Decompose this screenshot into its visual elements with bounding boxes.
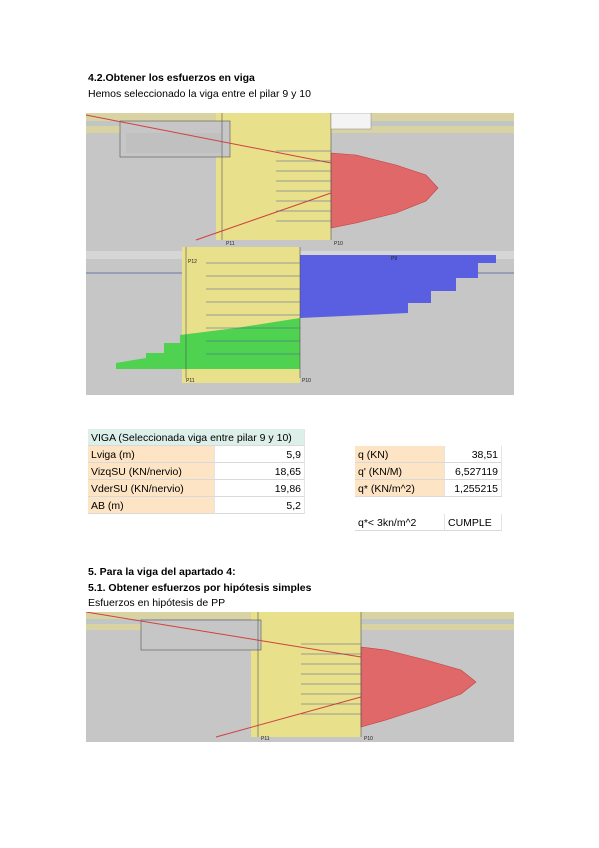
table-cell: q' (KN/M) bbox=[355, 463, 445, 480]
table-cell: AB (m) bbox=[88, 497, 215, 514]
table-cell: q (KN) bbox=[355, 446, 445, 463]
table-cell: 19,86 bbox=[215, 480, 305, 497]
cad-screenshot: P11 P10 bbox=[86, 612, 514, 742]
pillar-label: P12 bbox=[188, 259, 197, 265]
pillar-label: P9 bbox=[391, 256, 397, 262]
pillar-label: P10 bbox=[334, 241, 343, 247]
section-title: 5. Para la viga del apartado 4: bbox=[88, 566, 236, 578]
pillar-label: P10 bbox=[302, 378, 311, 384]
table-cell: Lviga (m) bbox=[88, 446, 215, 463]
table-cell: VizqSU (KN/nervio) bbox=[88, 463, 215, 480]
table-cell: 6,527119 bbox=[445, 463, 502, 480]
table-cell: 5,9 bbox=[215, 446, 305, 463]
table-cell: CUMPLE bbox=[445, 514, 502, 531]
table-cell: 5,2 bbox=[215, 497, 305, 514]
pillar-label: P11 bbox=[186, 378, 195, 384]
cad-screenshot: P11 P10 P12 P9 P11 P10 bbox=[86, 113, 514, 395]
section-subtitle: 5.1. Obtener esfuerzos por hipótesis sim… bbox=[88, 582, 312, 594]
table-cell: 18,65 bbox=[215, 463, 305, 480]
table-cell: q* (KN/m^2) bbox=[355, 480, 445, 497]
section-title: 4.2.Obtener los esfuerzos en viga bbox=[88, 72, 255, 84]
table-cell: 1,255215 bbox=[445, 480, 502, 497]
table-cell: VderSU (KN/nervio) bbox=[88, 480, 215, 497]
paragraph: Hemos seleccionado la viga entre el pila… bbox=[88, 88, 311, 100]
paragraph: Esfuerzos en hipótesis de PP bbox=[88, 597, 226, 609]
pillar-label: P10 bbox=[364, 736, 373, 742]
table-cell: 38,51 bbox=[445, 446, 502, 463]
pillar-label: P11 bbox=[226, 241, 235, 247]
pillar-label: P11 bbox=[261, 736, 270, 742]
table-cell: VIGA (Seleccionada viga entre pilar 9 y … bbox=[88, 429, 305, 446]
table-cell: q*< 3kn/m^2 bbox=[355, 514, 445, 531]
